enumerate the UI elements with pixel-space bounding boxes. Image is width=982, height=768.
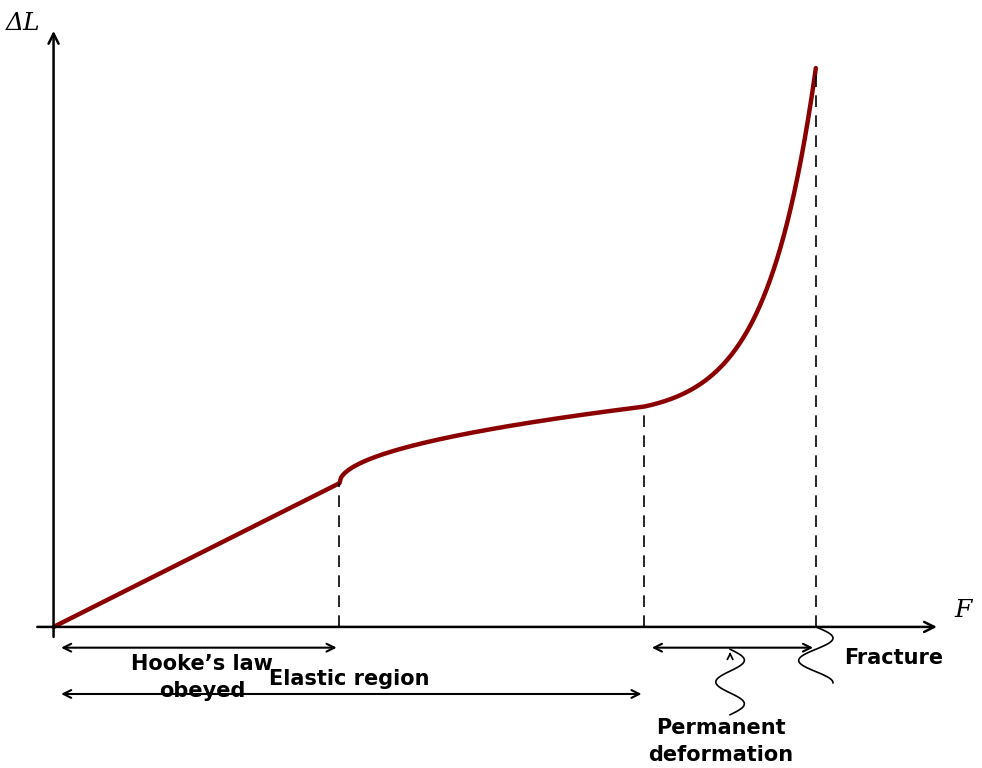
Text: Elastic region: Elastic region xyxy=(269,669,429,689)
Text: ΔL: ΔL xyxy=(6,12,40,35)
Text: F: F xyxy=(955,600,972,622)
Text: obeyed: obeyed xyxy=(159,681,246,701)
Text: deformation: deformation xyxy=(648,745,793,765)
Text: Permanent: Permanent xyxy=(656,718,786,738)
Text: Fracture: Fracture xyxy=(845,647,944,667)
Text: Hooke’s law: Hooke’s law xyxy=(132,654,273,674)
